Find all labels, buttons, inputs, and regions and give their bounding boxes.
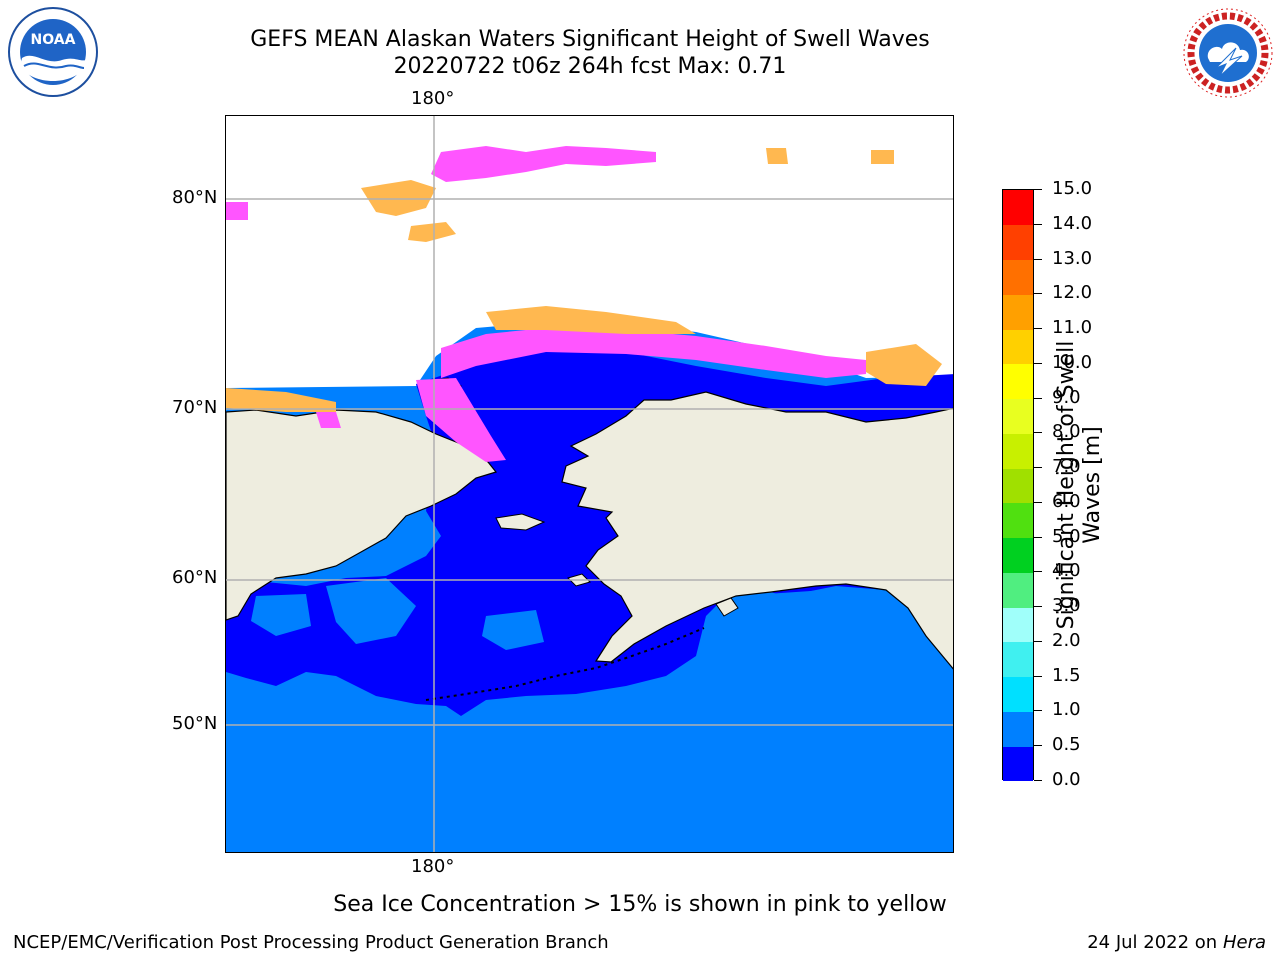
lat-label-70: 70°N [172,397,218,418]
sea-ice-pink [431,146,656,182]
colorbar-tick [1034,467,1042,469]
colorbar-tick [1034,501,1042,503]
colorbar-tick-label: 6.0 [1052,490,1081,512]
colorbar-segment [1003,398,1033,434]
colorbar-segment [1003,433,1033,469]
colorbar-segment [1003,711,1033,747]
chart-title: GEFS MEAN Alaskan Waters Significant Hei… [250,27,930,52]
nws-logo-icon [1183,8,1273,98]
colorbar-tick [1034,432,1042,434]
colorbar-tick-label: 5.0 [1052,525,1081,547]
colorbar-tick [1034,571,1042,573]
colorbar-tick-label: 0.0 [1052,769,1081,790]
map-svg [226,116,953,852]
colorbar-segment [1003,607,1033,643]
colorbar-tick-label: 12.0 [1052,282,1093,304]
lat-label-60: 60°N [172,567,218,588]
sea-ice-pink [441,328,866,378]
colorbar-tick [1034,606,1042,608]
colorbar-segment [1003,259,1033,295]
sea-ice-orange [226,388,336,412]
colorbar [1002,189,1034,782]
colorbar-tick-label: 0.5 [1052,734,1081,756]
sea-ice-orange [766,148,788,164]
sea-ice-orange [871,150,894,164]
colorbar-tick [1034,293,1042,295]
colorbar-segment [1003,329,1033,365]
colorbar-tick-label: 1.0 [1052,699,1081,721]
colorbar-segment [1003,502,1033,539]
colorbar-segment [1003,676,1033,712]
colorbar-tick [1034,258,1042,260]
ocean-mid-swell-blotch [326,578,416,644]
colorbar-tick-label: 2.0 [1052,629,1081,651]
colorbar-tick-label: 14.0 [1052,212,1093,234]
map-caption: Sea Ice Concentration > 15% is shown in … [333,892,947,917]
colorbar-segment [1003,746,1033,782]
colorbar-tick [1034,397,1042,399]
sea-ice-orange [866,344,942,386]
map-panel [225,115,954,853]
colorbar-title-line2: Waves [m] [1080,426,1105,544]
colorbar-tick [1034,189,1042,190]
sea-ice-overlay [226,146,942,462]
colorbar-segment [1003,537,1033,573]
colorbar-segment [1003,190,1033,226]
colorbar-tick [1034,328,1042,330]
colorbar-segment [1003,641,1033,678]
footer-date-text: 24 Jul 2022 on [1087,932,1223,953]
colorbar-tick-label: 11.0 [1052,317,1093,339]
sea-ice-orange [361,180,436,216]
sea-ice-orange [486,306,696,334]
lon-label-top: 180° [411,88,455,109]
land-alaska [561,391,953,670]
colorbar-tick [1034,223,1042,225]
lat-label-50: 50°N [172,713,218,734]
lon-label-bottom: 180° [411,856,455,877]
land-kodiak-island [715,597,739,617]
colorbar-title-line1: Significant Height of Swell [1054,340,1079,630]
colorbar-segment [1003,572,1033,608]
colorbar-segment [1003,224,1033,260]
sea-ice-pink [226,202,248,220]
colorbar-tick-label: 9.0 [1052,386,1081,408]
noaa-logo-icon: NOAA [8,7,98,97]
colorbar-segment [1003,294,1033,330]
colorbar-tick [1034,640,1042,642]
colorbar-title: Significant Height of Swell Waves [m] [1054,235,1106,735]
footer-host: Hera [1222,932,1266,953]
colorbar-segment [1003,468,1033,504]
colorbar-tick [1034,780,1042,781]
map-graticule [226,116,953,852]
colorbar-tick-label: 1.5 [1052,664,1081,686]
chart-subtitle: 20220722 t06z 264h fcst Max: 0.71 [393,54,787,79]
footer-date: 24 Jul 2022 on Hera [1087,932,1266,953]
land-st-lawrence-island [495,513,546,531]
ocean-mid-swell-blotch [482,610,544,650]
land-aleutian-chain [425,627,705,701]
noaa-logo-text: NOAA [31,32,76,48]
colorbar-tick [1034,362,1042,364]
colorbar-tick [1034,745,1042,747]
colorbar-tick-label: 8.0 [1052,421,1081,443]
ocean-mid-swell-blotch [766,590,866,656]
sea-ice-pink [316,412,341,428]
colorbar-tick [1034,536,1042,538]
colorbar-tick-label: 10.0 [1052,351,1093,373]
sea-ice-pink [416,378,506,462]
colorbar-tick-label: 15.0 [1052,178,1093,199]
colorbar-tick [1034,710,1042,712]
sea-ice-orange [408,222,456,242]
colorbar-tick-label: 3.0 [1052,595,1081,617]
colorbar-segment [1003,363,1033,400]
land-siberia [226,409,498,621]
colorbar-tick-label: 7.0 [1052,456,1081,478]
ocean-mid-swell-blotch [251,594,311,636]
lat-label-80: 80°N [172,187,218,208]
colorbar-tick-label: 13.0 [1052,247,1093,269]
footer-credit: NCEP/EMC/Verification Post Processing Pr… [13,932,609,953]
colorbar-tick-label: 4.0 [1052,560,1081,582]
colorbar-tick [1034,675,1042,677]
